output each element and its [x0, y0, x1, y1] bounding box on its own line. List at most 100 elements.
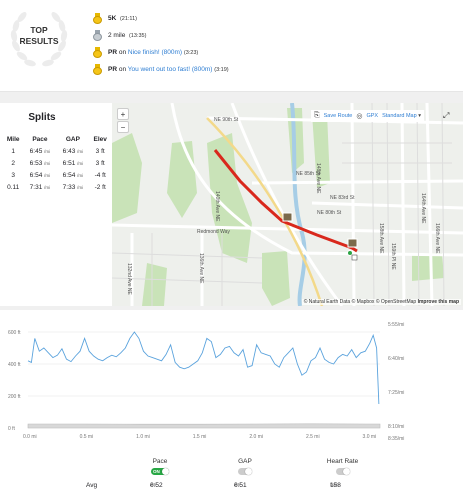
save-route-icon: ⎘ — [314, 112, 320, 119]
gpx-button[interactable]: GPX — [366, 113, 379, 119]
top-results-title: TOP RESULTS — [19, 25, 59, 46]
col-elev: Elev — [93, 135, 107, 143]
zoom-in-button[interactable]: + — [117, 108, 129, 120]
y-left-tick-label: 600 ft — [8, 330, 21, 336]
gold-medal-icon — [93, 46, 102, 58]
split-row: 3 6:54 /mi 6:54 /mi -4 ft — [3, 169, 111, 181]
y-left-tick-label: 0 ft — [8, 426, 16, 432]
improve-map-link[interactable]: Improve this map — [417, 299, 459, 305]
split-mile: 2 — [11, 159, 16, 167]
split-gap: 6:54 /mi — [62, 171, 84, 179]
heart-rate-switch[interactable] — [335, 468, 350, 475]
split-elev: -4 ft — [94, 171, 106, 179]
x-tick-label: 1.5 mi — [193, 434, 207, 440]
avg-label: Avg — [86, 482, 98, 489]
street-label: 166th Ave NE — [434, 223, 440, 254]
x-tick-label: 0.0 mi — [23, 434, 37, 440]
split-elev: 3 ft — [95, 147, 105, 155]
segment-link[interactable]: You went out too fast! (800m) — [127, 65, 213, 73]
elevation-area — [27, 423, 381, 429]
gap-toggle[interactable]: GAP — [225, 458, 265, 475]
achievement-item: PR on Nice finish! (800m) (3:23) — [93, 46, 198, 58]
pace-elevation-chart[interactable]: 600 ft 400 ft 200 ft 0 ft 5:55/mi 6:40/mi 7:25… — [0, 310, 463, 455]
x-tick-label: 2.5 mi — [306, 434, 320, 440]
splits-panel: Splits Mile Pace GAP Elev 1 6:45 /mi 6:43 … — [0, 103, 112, 306]
street-label: 159th Pl NE — [390, 243, 396, 270]
map-style-select[interactable]: Standard Map ▾ — [382, 113, 421, 119]
col-pace: Pace — [32, 135, 48, 143]
street-label: 140th Ave NE — [214, 191, 220, 222]
col-mile: Mile — [6, 135, 20, 143]
pace-line — [27, 331, 380, 405]
pace-toggle[interactable]: Pace ON — [151, 458, 169, 475]
averages-row: Avg 6:52 /mi 6:51 /mi 158 bpm — [86, 482, 341, 489]
achievement-item: PR on You went out too fast! (800m) (3:1… — [93, 63, 229, 75]
split-elev: -2 ft — [94, 183, 106, 191]
split-gap: 6:43 /mi — [62, 147, 84, 155]
map-toolbar: ⎘ Save Route ◎ GPX Standard Map ▾ — [311, 110, 424, 122]
splits-title: Splits — [28, 112, 56, 123]
y-right-tick-label: 7:25/mi — [388, 390, 404, 396]
split-pace: 6:45 /mi — [29, 147, 51, 155]
y-left-tick-label: 400 ft — [8, 362, 21, 368]
route-map[interactable]: NE 90th St NE 85th St NE 83rd St NE 80th… — [112, 103, 463, 306]
y-right-tick-label: 8:35/mi — [388, 436, 404, 442]
split-gap: 6:51 /mi — [62, 159, 84, 167]
finish-flag-icon — [351, 254, 358, 261]
achievement-item: 5K (21:11) — [93, 12, 137, 24]
split-pace: 6:54 /mi — [29, 171, 51, 179]
y-right-tick-label: 6:40/mi — [388, 356, 404, 362]
street-label: 158th Ave NE — [378, 223, 384, 254]
street-label: NE 80th St — [317, 210, 342, 216]
segment-link[interactable]: Nice finish! (800m) — [127, 48, 183, 56]
zoom-out-button[interactable]: − — [117, 121, 129, 133]
street-label: 164th Ave NE — [420, 193, 426, 224]
street-label: 148th Ave NE — [315, 163, 321, 194]
col-gap: GAP — [65, 135, 80, 143]
split-row: 2 6:53 /mi 6:51 /mi 3 ft — [3, 157, 111, 169]
split-elev: 3 ft — [95, 159, 105, 167]
top-results-panel: TOP RESULTS 5K (21:11) 2 mile (13:35) PR… — [0, 0, 463, 92]
splits-header-row: Mile Pace GAP Elev — [3, 133, 111, 145]
map-canvas[interactable]: NE 90th St NE 85th St NE 83rd St NE 80th… — [112, 103, 463, 306]
split-row: 1 6:45 /mi 6:43 /mi 3 ft — [3, 145, 111, 157]
photo-marker-icon[interactable] — [347, 238, 358, 248]
silver-medal-icon — [93, 29, 102, 41]
map-attribution: © Natural Earth Data © Mapbox © OpenStre… — [301, 299, 461, 305]
analysis-chart-panel: 600 ft 400 ft 200 ft 0 ft 5:55/mi 6:40/mi 7:25… — [0, 310, 463, 498]
gap-switch[interactable] — [238, 468, 252, 475]
split-pace: 7:31 /mi — [29, 183, 51, 191]
achievement-item: 2 mile (13:35) — [93, 29, 146, 41]
x-tick-label: 3.0 mi — [363, 434, 377, 440]
split-mile: 1 — [11, 147, 16, 155]
start-marker-icon — [347, 250, 353, 256]
gpx-icon: ◎ — [356, 113, 363, 120]
street-label: 136th Ave NE — [198, 253, 204, 284]
split-gap: 7:33 /mi — [62, 183, 84, 191]
photo-marker-icon[interactable] — [282, 212, 293, 222]
split-mile: 0.11 — [7, 183, 20, 191]
heart-rate-toggle[interactable]: Heart Rate — [315, 458, 370, 475]
street-label: NE 83rd St — [330, 195, 355, 201]
street-label: Redmond Way — [197, 229, 230, 235]
laurel-wreath-icon — [10, 12, 68, 67]
split-pace: 6:53 /mi — [29, 159, 51, 167]
save-route-button[interactable]: Save Route — [323, 113, 353, 119]
chevron-down-icon: ▾ — [418, 113, 421, 119]
split-mile: 3 — [11, 171, 16, 179]
gold-medal-icon — [93, 12, 102, 24]
x-tick-label: 1.0 mi — [136, 434, 150, 440]
x-tick-label: 2.0 mi — [249, 434, 263, 440]
gold-medal-icon — [93, 63, 102, 75]
street-label: NE 85th St — [296, 171, 321, 177]
split-row: 0.11 7:31 /mi 7:33 /mi -2 ft — [3, 181, 111, 193]
y-left-tick-label: 200 ft — [8, 394, 21, 400]
route-line — [213, 149, 358, 253]
street-label: NE 90th St — [214, 117, 239, 123]
y-right-tick-label: 5:55/mi — [388, 322, 404, 328]
street-label: 132nd Ave NE — [126, 263, 132, 296]
expand-icon[interactable]: ⤢ — [443, 111, 450, 120]
pace-switch[interactable]: ON — [151, 468, 169, 475]
y-right-tick-label: 8:10/mi — [388, 424, 404, 430]
splits-table: Mile Pace GAP Elev 1 6:45 /mi 6:43 /mi 3 ft… — [3, 133, 111, 193]
